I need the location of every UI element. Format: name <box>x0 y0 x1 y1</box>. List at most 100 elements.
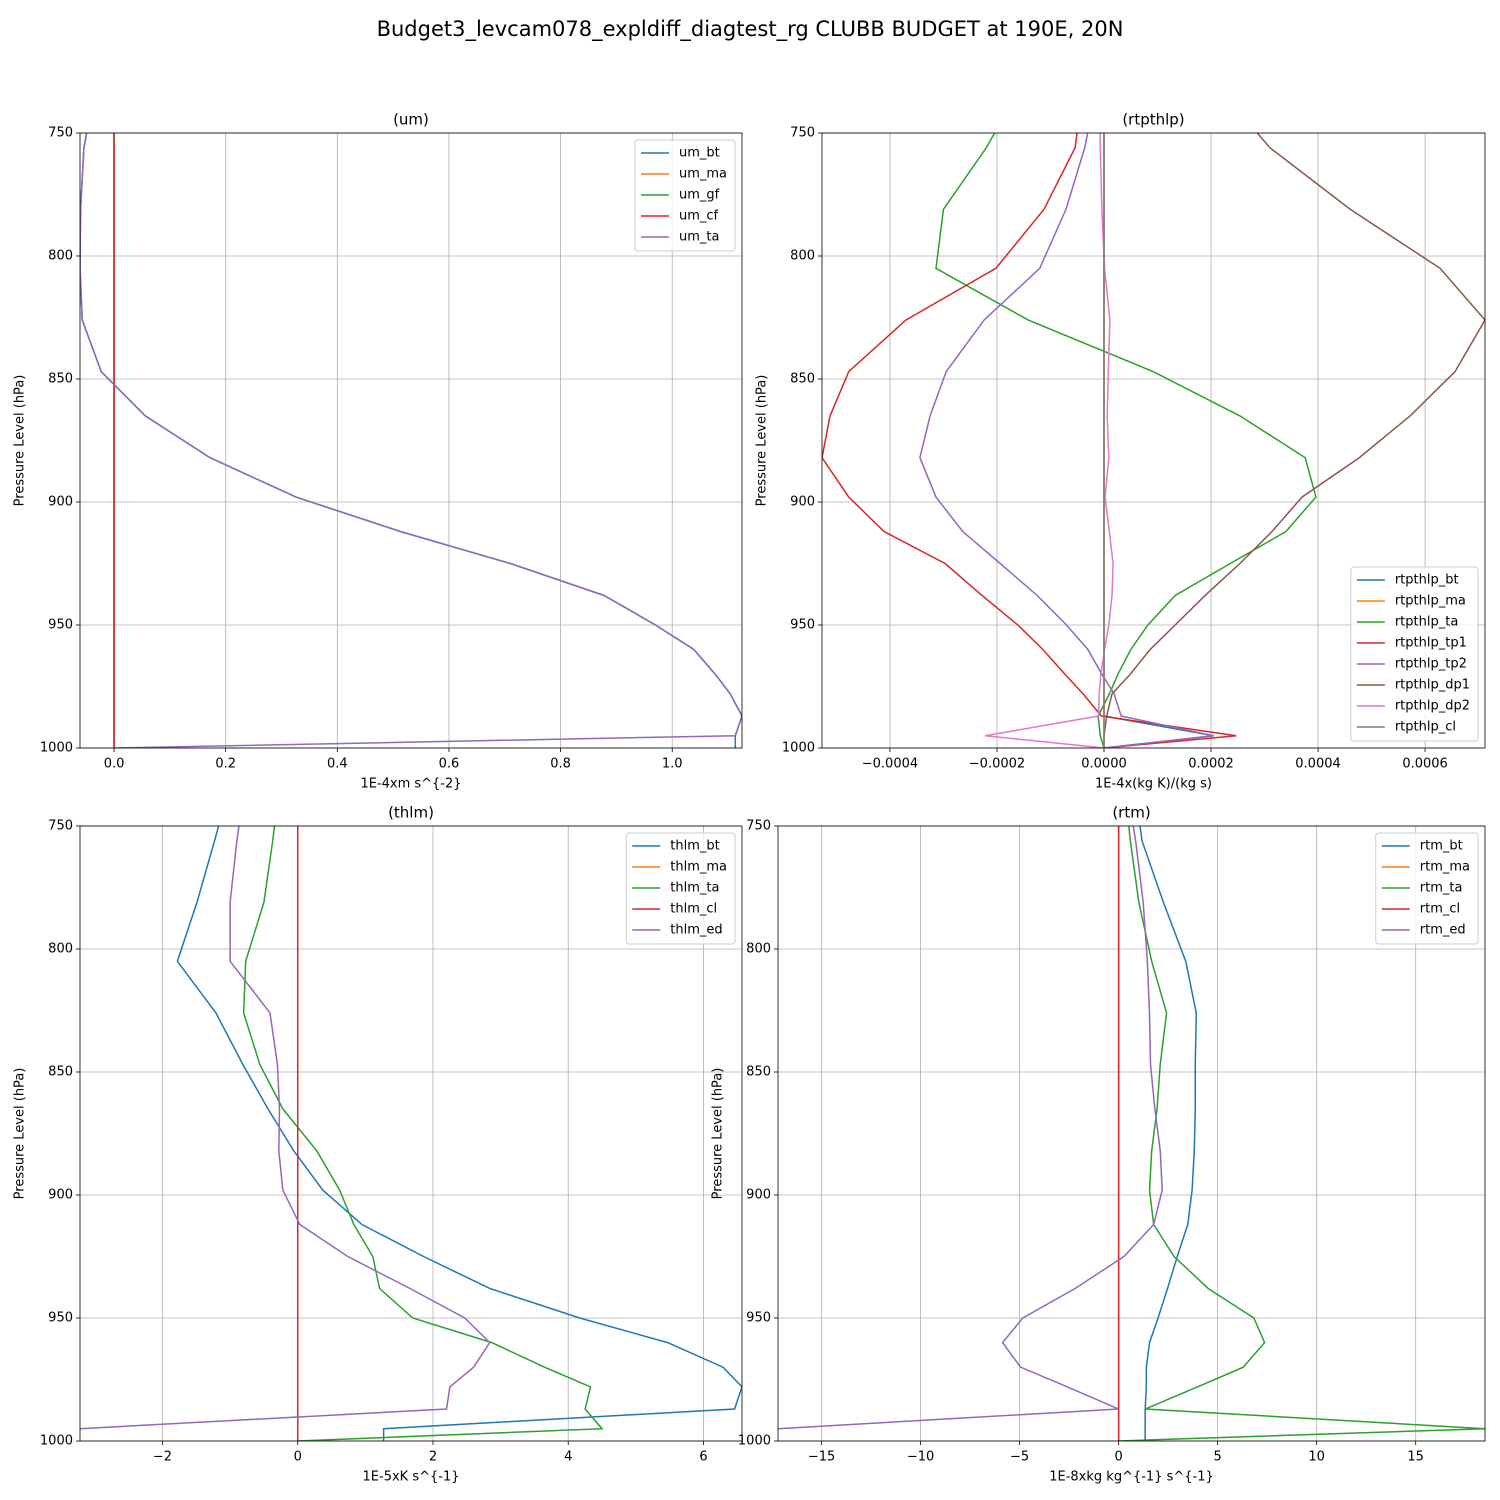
series-line <box>80 826 491 1430</box>
legend-label: um_cf <box>679 209 719 224</box>
y-tick-label: 900 <box>790 495 815 510</box>
series-line <box>176 826 742 1441</box>
legend-label: thlm_bt <box>670 839 719 854</box>
x-axis-label: 1E-5xK s^{-1} <box>363 1470 460 1485</box>
x-tick-label: 2 <box>429 1450 437 1465</box>
series-line <box>935 133 1317 748</box>
legend-label: rtpthlp_cl <box>1395 720 1456 735</box>
legend-label: rtpthlp_ta <box>1395 615 1458 630</box>
y-tick-label: 1000 <box>40 1434 73 1449</box>
y-tick-label: 950 <box>48 618 73 633</box>
x-tick-label: 0.0004 <box>1295 757 1341 772</box>
series-line <box>1139 826 1198 1441</box>
y-tick-label: 800 <box>790 249 815 264</box>
series-line <box>80 133 742 748</box>
legend-label: rtpthlp_dp2 <box>1395 699 1470 714</box>
series-line <box>242 826 604 1441</box>
y-tick-label: 850 <box>746 1065 771 1080</box>
legend-label: thlm_cl <box>670 902 717 917</box>
series-line <box>822 133 1237 748</box>
legend-label: rtpthlp_tp1 <box>1395 636 1467 651</box>
x-axis-label: 1E-4x(kg K)/(kg s) <box>1095 777 1212 792</box>
x-tick-label: −2 <box>153 1450 172 1465</box>
legend: rtpthlp_bt rtpthlp_ma rtpthlp_ta rtpthlp_tp… <box>1350 566 1479 742</box>
x-tick-label: 0.4 <box>327 757 348 772</box>
y-tick-label: 750 <box>746 819 771 834</box>
y-tick-label: 1000 <box>40 741 73 756</box>
legend-label: um_gf <box>679 188 720 203</box>
x-tick-label: 0 <box>294 1450 302 1465</box>
legend-box <box>1350 566 1479 742</box>
legend-label: rtpthlp_tp2 <box>1395 657 1467 672</box>
legend-label: thlm_ma <box>670 860 727 875</box>
legend-label: thlm_ed <box>670 923 722 938</box>
y-tick-label: 900 <box>48 1188 73 1203</box>
y-tick-label: 950 <box>48 1311 73 1326</box>
axes-title: (rtm) <box>1112 804 1150 822</box>
legend-label: rtpthlp_bt <box>1395 573 1459 588</box>
y-tick-label: 800 <box>48 942 73 957</box>
y-tick-label: 950 <box>746 1311 771 1326</box>
y-tick-label: 1000 <box>782 741 815 756</box>
legend-label: rtm_ed <box>1420 923 1466 938</box>
legend-label: rtpthlp_ma <box>1395 594 1466 609</box>
series-line <box>1103 133 1485 748</box>
legend-label: rtm_ma <box>1420 860 1470 875</box>
x-tick-label: 5 <box>1214 1450 1222 1465</box>
x-tick-label: 4 <box>564 1450 572 1465</box>
y-tick-label: 800 <box>746 942 771 957</box>
axes-frame <box>79 825 743 1442</box>
legend: thlm_bt thlm_ma thlm_ta thlm_cl thlm_ed <box>625 832 736 945</box>
legend-box <box>1375 832 1479 945</box>
y-axis-label: Pressure Level (hPa) <box>755 375 770 507</box>
y-tick-label: 850 <box>48 1065 73 1080</box>
legend: um_bt um_ma um_gf um_cf um_ta <box>634 139 736 252</box>
x-tick-label: 0.0 <box>104 757 125 772</box>
y-tick-label: 950 <box>790 618 815 633</box>
y-tick-label: 750 <box>48 819 73 834</box>
legend-label: rtpthlp_dp1 <box>1395 678 1470 693</box>
y-tick-label: 800 <box>48 249 73 264</box>
y-tick-label: 750 <box>790 126 815 141</box>
y-tick-label: 750 <box>48 126 73 141</box>
legend-label: rtm_cl <box>1420 902 1460 917</box>
x-tick-label: 0.0000 <box>1081 757 1127 772</box>
y-tick-label: 850 <box>790 372 815 387</box>
x-tick-label: 0 <box>1114 1450 1122 1465</box>
x-axis-label: 1E-8xkg kg^{-1} s^{-1} <box>1049 1470 1214 1485</box>
axes-frame <box>821 132 1486 749</box>
y-tick-label: 900 <box>746 1188 771 1203</box>
x-tick-label: 10 <box>1308 1450 1325 1465</box>
legend-label: rtm_ta <box>1420 881 1463 896</box>
series-line <box>778 826 1163 1430</box>
x-tick-label: 1.0 <box>662 757 683 772</box>
y-tick-label: 850 <box>48 372 73 387</box>
legend-box <box>625 832 736 945</box>
figure-title: Budget3_levcam078_expldiff_diagtest_rg C… <box>377 17 1124 42</box>
x-tick-label: −0.0002 <box>969 757 1025 772</box>
series-line <box>919 133 1214 748</box>
legend-label: um_bt <box>679 146 720 161</box>
axes-frame <box>777 825 1486 1442</box>
legend-label: rtm_bt <box>1420 839 1463 854</box>
x-tick-label: 0.2 <box>215 757 236 772</box>
x-tick-label: 0.6 <box>439 757 460 772</box>
y-axis-label: Pressure Level (hPa) <box>711 1068 726 1200</box>
x-axis-label: 1E-4xm s^{-2} <box>360 777 461 792</box>
axes-frame <box>79 132 743 749</box>
x-tick-label: −0.0004 <box>862 757 918 772</box>
x-tick-label: 0.0002 <box>1188 757 1234 772</box>
axes-title: (rtpthlp) <box>1122 111 1184 129</box>
x-tick-label: 6 <box>699 1450 707 1465</box>
y-axis-label: Pressure Level (hPa) <box>13 375 28 507</box>
x-tick-label: −10 <box>907 1450 934 1465</box>
legend-label: thlm_ta <box>670 881 719 896</box>
axes-title: (um) <box>393 111 429 129</box>
x-tick-label: 0.8 <box>550 757 571 772</box>
x-tick-label: −15 <box>808 1450 835 1465</box>
y-tick-label: 900 <box>48 495 73 510</box>
x-tick-label: −5 <box>1010 1450 1029 1465</box>
x-tick-label: 0.0006 <box>1402 757 1448 772</box>
